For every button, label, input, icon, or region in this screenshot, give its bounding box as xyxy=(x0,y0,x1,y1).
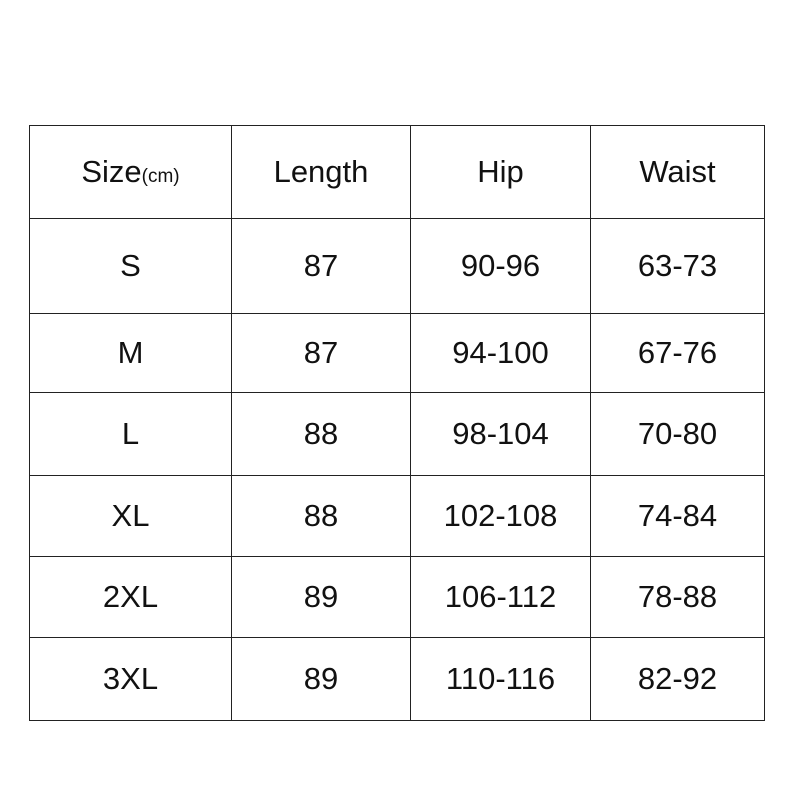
cell-waist: 70-80 xyxy=(590,392,765,476)
cell-hip: 98-104 xyxy=(410,392,591,476)
cell-size: M xyxy=(29,313,232,393)
cell-length: 88 xyxy=(231,475,411,557)
cell-hip: 110-116 xyxy=(410,637,591,721)
cell-length: 89 xyxy=(231,637,411,721)
cell-size: 3XL xyxy=(29,637,232,721)
cell-length: 89 xyxy=(231,556,411,638)
cell-waist: 63-73 xyxy=(590,218,765,314)
header-hip: Hip xyxy=(410,125,591,219)
cell-size: XL xyxy=(29,475,232,557)
cell-waist: 78-88 xyxy=(590,556,765,638)
cell-waist: 67-76 xyxy=(590,313,765,393)
cell-size: L xyxy=(29,392,232,476)
cell-hip: 102-108 xyxy=(410,475,591,557)
table-row: 2XL 89 106-112 78-88 xyxy=(29,556,765,638)
cell-size: 2XL xyxy=(29,556,232,638)
cell-length: 87 xyxy=(231,218,411,314)
header-size: Size(cm) xyxy=(29,125,232,219)
header-waist: Waist xyxy=(590,125,765,219)
header-row: Size(cm) Length Hip Waist xyxy=(29,125,765,219)
size-chart-table: Size(cm) Length Hip Waist S 87 90-96 63-… xyxy=(29,125,765,721)
cell-hip: 106-112 xyxy=(410,556,591,638)
cell-hip: 94-100 xyxy=(410,313,591,393)
table-row: L 88 98-104 70-80 xyxy=(29,392,765,476)
cell-length: 88 xyxy=(231,392,411,476)
cell-length: 87 xyxy=(231,313,411,393)
header-size-unit: (cm) xyxy=(141,166,180,187)
table-row: XL 88 102-108 74-84 xyxy=(29,475,765,557)
cell-waist: 74-84 xyxy=(590,475,765,557)
header-length: Length xyxy=(231,125,411,219)
table-row: 3XL 89 110-116 82-92 xyxy=(29,637,765,721)
header-size-label: Size xyxy=(81,154,142,189)
table-row: S 87 90-96 63-73 xyxy=(29,218,765,314)
cell-waist: 82-92 xyxy=(590,637,765,721)
cell-hip: 90-96 xyxy=(410,218,591,314)
cell-size: S xyxy=(29,218,232,314)
table-row: M 87 94-100 67-76 xyxy=(29,313,765,393)
